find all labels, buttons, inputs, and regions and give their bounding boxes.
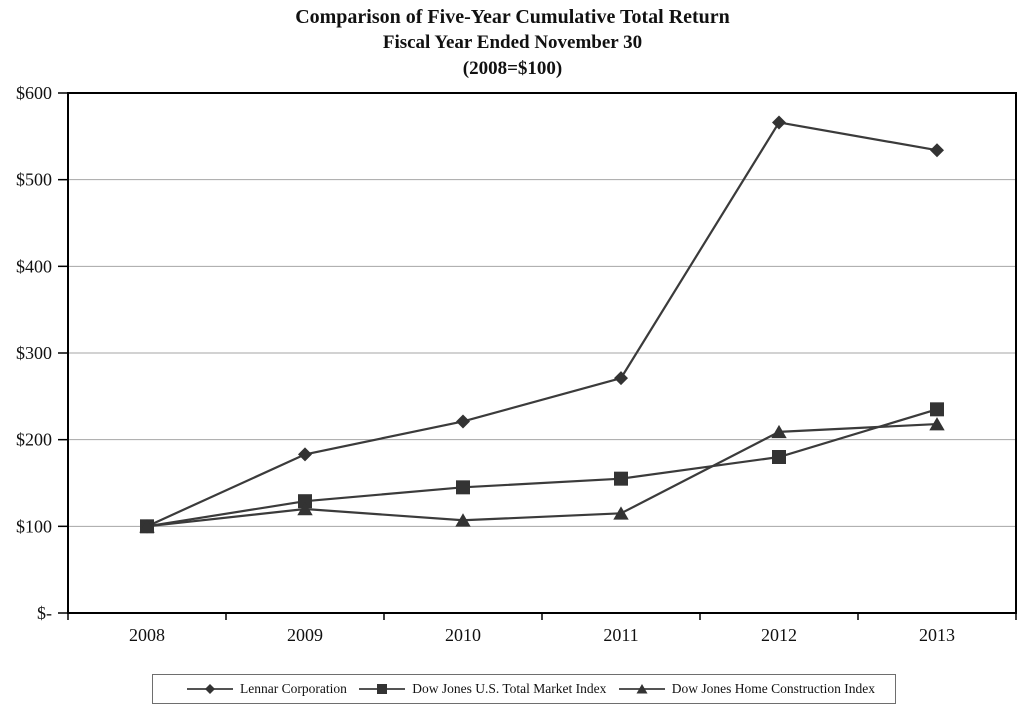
x-axis-label: 2011 [603, 625, 638, 645]
data-point-marker-square [456, 480, 470, 495]
data-point-marker-triangle [929, 417, 945, 431]
data-point-marker-square [298, 494, 312, 509]
series-line-2 [146, 422, 938, 528]
y-axis-label: $600 [16, 85, 52, 103]
x-axis-label: 2012 [761, 625, 797, 645]
data-point-marker-triangle [297, 502, 313, 516]
y-axis-label: $200 [16, 430, 52, 450]
legend-label-dj-total-market: Dow Jones U.S. Total Market Index [412, 681, 607, 696]
y-axis-label: $- [37, 603, 52, 623]
legend-item-lennar: Lennar Corporation [187, 681, 347, 697]
x-axis-label: 2008 [129, 625, 165, 645]
chart-title-line1: Comparison of Five-Year Cumulative Total… [295, 6, 730, 28]
y-axis-label: $100 [16, 516, 52, 536]
data-point-marker-diamond [456, 414, 470, 429]
data-point-marker-diamond [772, 115, 786, 130]
data-point-marker-triangle [771, 424, 787, 439]
legend-item-dj-home-construction: Dow Jones Home Construction Index [618, 681, 875, 697]
data-point-marker-square [772, 450, 786, 464]
series-line-0 [146, 121, 938, 528]
legend-label-lennar: Lennar Corporation [240, 681, 347, 696]
legend-item-dj-total-market: Dow Jones U.S. Total Market Index [359, 681, 606, 697]
y-axis-label: $400 [16, 256, 52, 276]
x-axis-label: 2009 [287, 625, 323, 645]
legend-square-marker-icon [359, 684, 406, 694]
data-point-marker-diamond [930, 143, 944, 158]
line-chart-plot: $- $100 $200 $300 $400 $500 $600 2008 2009 2010 20… [16, 85, 1017, 645]
data-point-marker-triangle [139, 519, 155, 533]
legend-triangle-marker-icon [618, 684, 665, 694]
data-point-marker-square [614, 471, 628, 486]
legend-marker-square [377, 684, 388, 694]
data-point-marker-triangle [613, 506, 629, 520]
data-point-marker-diamond [298, 447, 312, 462]
data-point-marker-square [930, 402, 944, 417]
legend-marker-diamond [205, 684, 215, 694]
x-axis-label: 2013 [919, 625, 955, 645]
legend-diamond-marker-icon [187, 684, 233, 694]
chart-title-line2: Fiscal Year Ended November 30 [382, 32, 643, 53]
series-line-1 [146, 408, 938, 528]
legend-marker-triangle [636, 684, 648, 694]
chart-title-line3: (2008=$100) [462, 58, 563, 79]
data-point-marker-diamond [614, 371, 628, 386]
data-point-marker-triangle [455, 513, 471, 527]
y-axis-label: $500 [16, 170, 52, 190]
legend-label-dj-home-construction: Dow Jones Home Construction Index [671, 681, 875, 696]
chart-legend: Lennar Corporation Dow Jones U.S. Total … [152, 674, 896, 704]
chart-title: Comparison of Five-Year Cumulative Total… [0, 4, 1025, 82]
y-axis-label: $300 [16, 343, 52, 363]
x-axis-label: 2010 [445, 625, 481, 645]
